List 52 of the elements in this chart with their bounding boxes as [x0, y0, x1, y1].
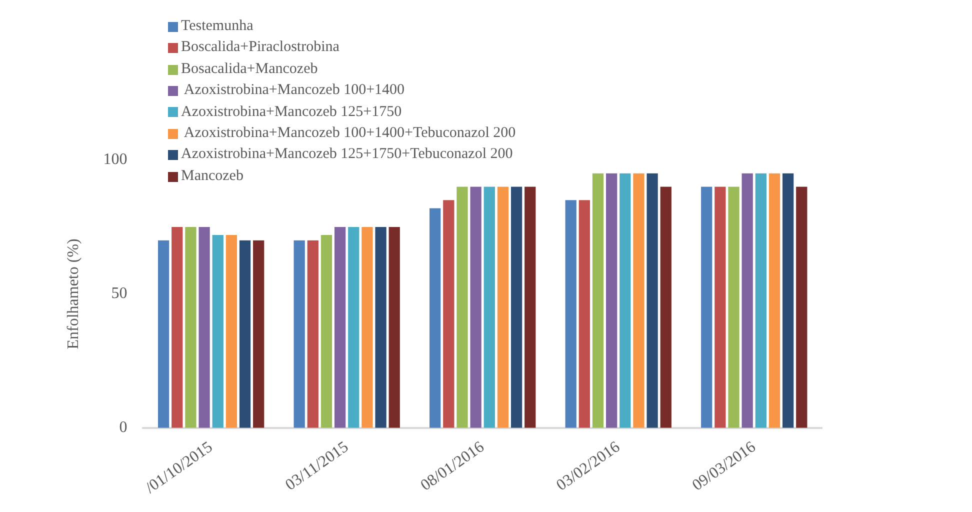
bar: [388, 226, 400, 428]
legend-label: Azoxistrobina+Mancozeb 100+1400: [182, 81, 405, 100]
bar: [320, 235, 332, 428]
bar: [742, 173, 753, 428]
bar: [620, 173, 631, 428]
bar: [443, 200, 454, 428]
bar: [239, 240, 251, 428]
bar: [430, 208, 441, 428]
y-tick-label: 100: [103, 151, 128, 168]
bar: [362, 226, 373, 428]
bar: [701, 186, 712, 428]
bar: [375, 226, 386, 428]
bar: [633, 173, 644, 428]
bar: [768, 173, 780, 428]
bar: [510, 186, 522, 428]
bar: [497, 186, 509, 428]
bar: [484, 186, 495, 428]
y-tick-label: 0: [119, 419, 128, 436]
bar: [578, 200, 590, 428]
legend-label: Azoxistrobina+Mancozeb 100+1400+Tebuconazol 200: [182, 124, 516, 144]
bar: [198, 226, 210, 428]
bar: [660, 186, 672, 428]
bar: [185, 226, 196, 428]
bar: [456, 186, 468, 428]
bar: [755, 173, 766, 428]
bar: [606, 173, 618, 428]
legend-label: Boscalida+Piraclostrobina: [181, 38, 340, 58]
bar: [646, 173, 658, 428]
bar: [226, 235, 238, 428]
bar: [592, 173, 604, 428]
bar: [253, 240, 264, 428]
bar: [728, 186, 740, 428]
bar: [565, 200, 576, 428]
legend-label: Testemunha: [181, 17, 254, 36]
bar: [172, 226, 183, 428]
bar: [796, 186, 808, 428]
legend-label: Bosacalida+Mancozeb: [181, 60, 318, 79]
bar: [334, 226, 346, 428]
bar: [212, 235, 224, 428]
bar: [714, 186, 726, 428]
bar: [782, 173, 794, 428]
bar: [524, 186, 536, 428]
bar: [158, 240, 170, 428]
bar: [470, 186, 482, 428]
y-axis-title: Enfolhameto (%): [64, 238, 82, 350]
legend-label: Azoxistrobina+Mancozeb 125+1750+Tebuconazol 200: [181, 145, 513, 164]
bar: [348, 226, 360, 428]
y-tick-label: 50: [111, 285, 128, 302]
bar: [307, 240, 318, 428]
legend-label: Mancozeb: [181, 166, 244, 186]
bar: [294, 240, 305, 428]
legend-label: Azoxistrobina+Mancozeb 125+1750: [181, 102, 402, 122]
